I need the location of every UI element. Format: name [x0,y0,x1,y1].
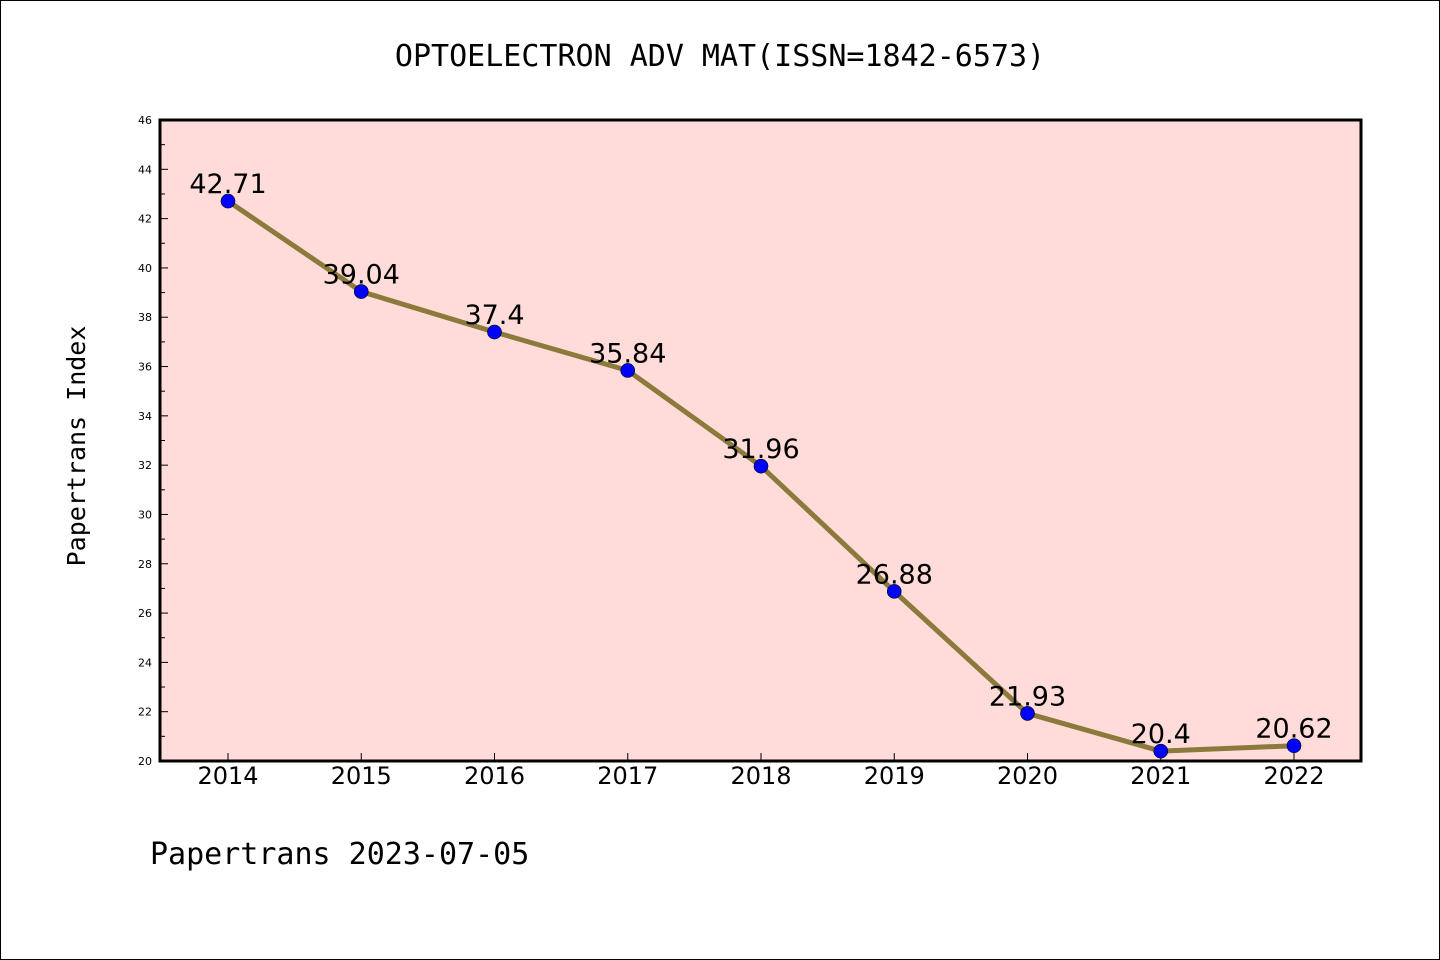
y-tick-label: 44 [138,163,152,176]
y-tick-label: 22 [138,706,152,719]
y-tick-label: 26 [138,607,152,620]
y-tick-label: 40 [138,262,152,275]
y-tick-label: 24 [138,656,152,669]
x-tick-label: 2022 [1263,762,1324,790]
data-label: 39.04 [323,260,400,291]
y-tick-label: 46 [138,114,152,127]
y-tick-label: 36 [138,361,152,374]
data-point [220,193,236,209]
x-tick-label: 2017 [597,762,658,790]
data-point [1153,743,1169,759]
data-label: 20.62 [1255,714,1332,745]
x-tick-label: 2019 [864,762,925,790]
data-label: 26.88 [856,559,933,590]
y-tick-label: 30 [138,508,152,521]
x-tick-label: 2014 [197,762,258,790]
data-label: 20.4 [1131,719,1191,750]
x-tick-label: 2020 [997,762,1058,790]
y-tick-label: 38 [138,311,152,324]
marker-layer [220,193,1302,759]
x-tick-label: 2016 [464,762,525,790]
data-label-layer: 42.71 39.04 37.4 35.84 31.96 26.88 21.93 20.4 20… [189,169,1332,750]
data-point [620,363,636,378]
data-point [487,324,502,340]
data-label: 21.93 [989,681,1066,712]
data-label: 31.96 [722,434,799,465]
y-axis-label: Papertrans Index [62,326,91,567]
x-axis: 2014 2015 2016 2017 2018 2019 2020 2021 2022 [197,753,1325,790]
data-point [353,284,369,299]
data-point [1020,706,1035,721]
y-tick-label: 28 [138,558,152,571]
x-tick-label: 2015 [331,762,392,790]
data-point [1286,738,1302,754]
data-label: 35.84 [589,338,666,369]
y-tick-label: 34 [138,410,152,423]
footer-credit: Papertrans 2023-07-05 [150,837,529,872]
y-tick-label: 42 [138,213,152,226]
x-tick-label: 2018 [730,762,791,790]
x-tick-label: 2021 [1130,762,1191,790]
data-label: 42.71 [189,169,266,200]
chart-title: OPTOELECTRON ADV MAT(ISSN=1842-6573) [395,39,1045,74]
data-point [886,584,902,599]
y-tick-label: 20 [138,755,152,768]
y-axis: 20 22 24 26 28 30 32 34 36 38 40 42 44 46 [138,114,168,768]
data-point [753,458,769,474]
data-label: 37.4 [464,300,524,331]
y-tick-label: 32 [138,459,152,472]
plot-area [158,118,1363,763]
